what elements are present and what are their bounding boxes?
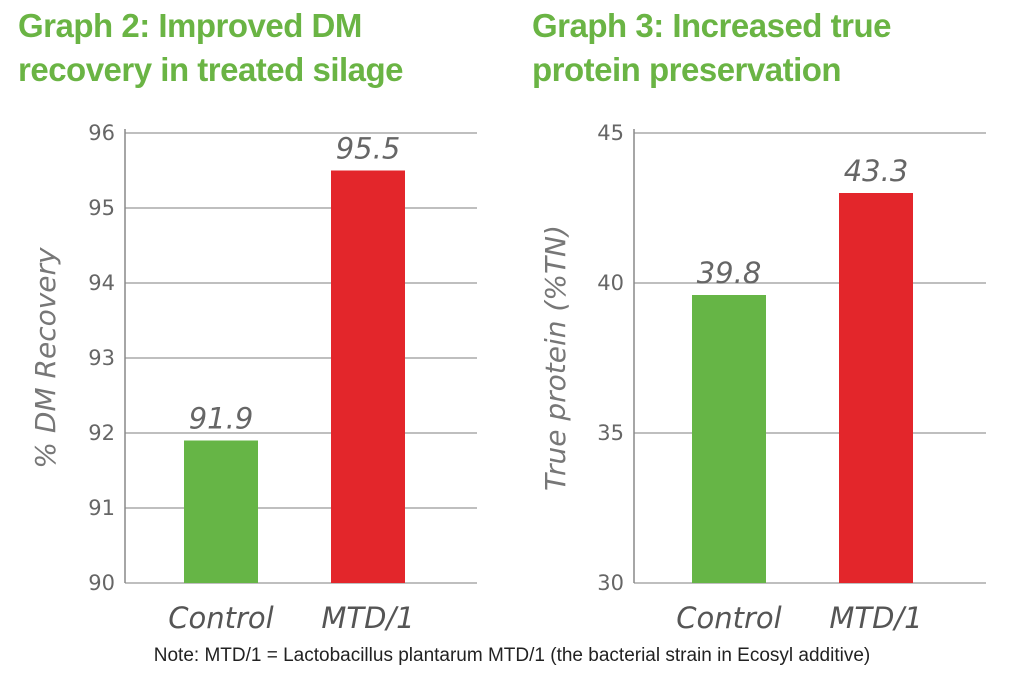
y-axis-label: % DM Recovery (29, 247, 62, 469)
y-tick-label: 90 (88, 571, 115, 595)
bar-control (184, 440, 258, 583)
y-tick-label: 93 (88, 346, 115, 370)
true-protein-bar-chart: 30 35 40 45 39.8 Control 43.3 MTD/1 True protein… (539, 121, 986, 635)
y-axis-label: True protein (%TN) (539, 225, 572, 491)
y-tick-label: 35 (597, 421, 624, 445)
bar-mtd-1 (839, 193, 913, 583)
y-tick-label: 96 (88, 121, 115, 145)
data-label: 91.9 (189, 402, 254, 436)
data-label: 95.5 (336, 132, 401, 166)
bar-mtd-1 (331, 170, 405, 583)
x-category-label: MTD/1 (829, 601, 922, 635)
y-tick-label: 30 (597, 571, 624, 595)
y-tick-label: 92 (88, 421, 115, 445)
x-category-label: Control (168, 601, 273, 635)
chart-title-true-protein: Graph 3: Increased true protein preserva… (532, 7, 891, 88)
y-tick-label: 45 (597, 121, 624, 145)
data-label: 39.8 (697, 256, 762, 290)
y-tick-label: 40 (597, 271, 624, 295)
footnote: Note: MTD/1 = Lactobacillus plantarum MT… (153, 645, 871, 666)
y-tick-label: 94 (88, 271, 115, 295)
chart-title-dm-recovery: Graph 2: Improved DM recovery in treated… (18, 7, 404, 88)
data-label: 43.3 (844, 154, 909, 188)
y-tick-label: 91 (88, 496, 115, 520)
bar-control (692, 295, 766, 583)
x-category-label: MTD/1 (321, 601, 414, 635)
y-tick-label: 95 (88, 196, 115, 220)
x-category-label: Control (676, 601, 781, 635)
dm-recovery-bar-chart: 90 91 92 93 94 95 96 91.9 Control 95.5 MTD/1 % DM R… (29, 121, 477, 635)
